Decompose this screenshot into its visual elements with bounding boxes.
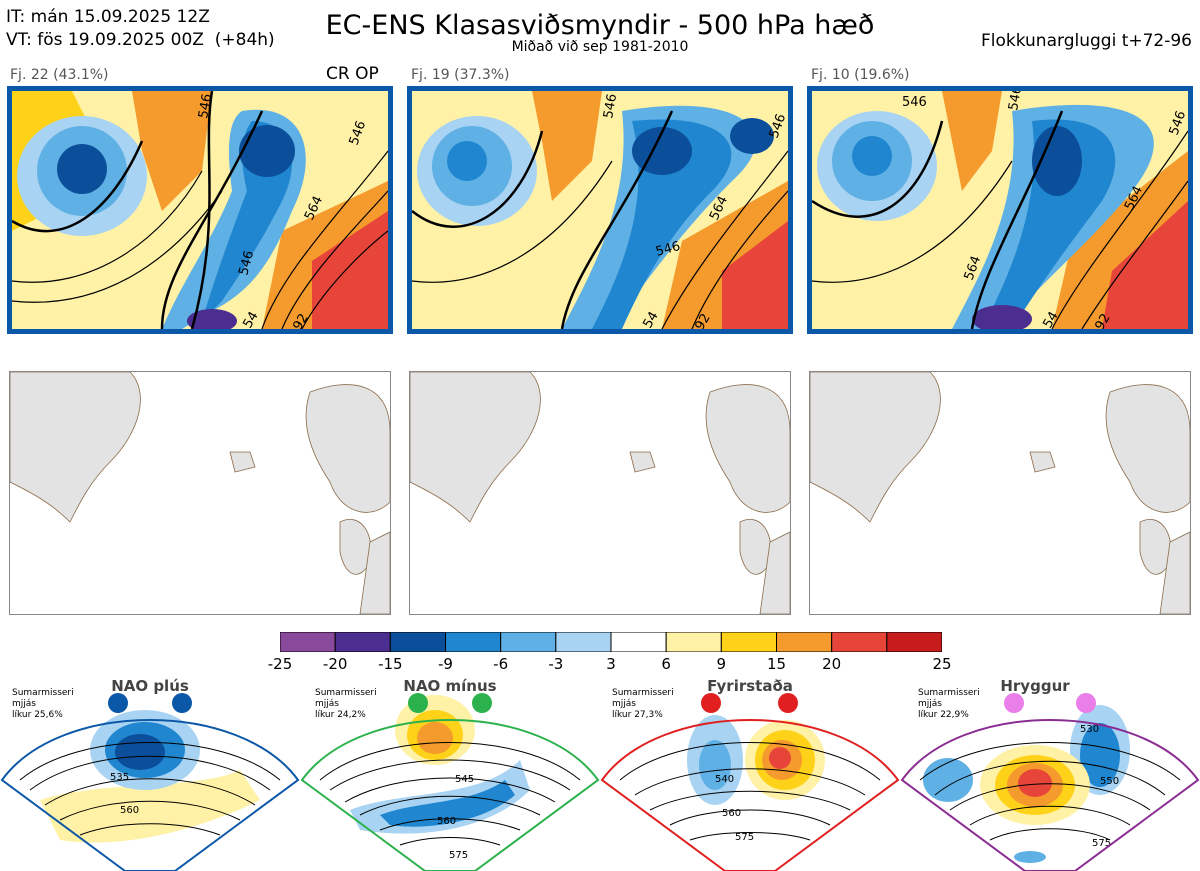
cluster-map-1: 546 546 546 564 54 92 <box>7 86 393 334</box>
panel-3-label: Fj. 10 (19.6%) <box>811 67 910 83</box>
colorbar-swatch <box>334 631 391 653</box>
colorbar-tick-label: 3 <box>606 655 616 673</box>
svg-text:92: 92 <box>290 311 311 329</box>
colorbar-tick-label: -9 <box>438 655 453 673</box>
colorbar-tick-label: 15 <box>766 655 787 673</box>
cluster-map-3: 546 546 546 564 564 54 92 <box>807 86 1193 334</box>
colorbar-tick-label: -15 <box>378 655 403 673</box>
colorbar-tick-label: 25 <box>932 655 952 673</box>
regime-2-marker-right <box>472 693 492 713</box>
svg-text:546: 546 <box>236 249 257 277</box>
panel-2-label: Fj. 19 (37.3%) <box>411 67 510 83</box>
regime-1-title: NAO plús <box>111 677 189 695</box>
empty-map-1 <box>9 371 391 615</box>
colorbar-swatch <box>776 631 833 653</box>
page-subtitle: Miðað við sep 1981-2010 <box>511 39 689 55</box>
colorbar-swatch <box>610 631 667 653</box>
colorbar-swatch <box>500 631 557 653</box>
svg-text:546: 546 <box>196 93 215 120</box>
page-title: EC-ENS Klasasviðsmyndir - 500 hPa hæð <box>325 10 875 41</box>
empty-map-3 <box>809 371 1191 615</box>
colorbar-swatch <box>665 631 722 653</box>
initial-time: IT: mán 15.09.2025 12Z <box>6 7 210 27</box>
svg-text:54: 54 <box>1040 309 1061 329</box>
svg-text:92: 92 <box>1092 311 1113 329</box>
svg-text:575: 575 <box>1092 838 1111 849</box>
regime-1-marker-left <box>108 693 128 713</box>
colorbar-tick-label: -25 <box>267 655 293 673</box>
svg-text:546: 546 <box>767 112 788 140</box>
svg-text:546: 546 <box>601 93 620 120</box>
svg-text:54: 54 <box>640 309 661 329</box>
regime-fyrirstada-map: 540 560 575 <box>600 693 900 871</box>
valid-time: VT: fös 19.09.2025 00Z (+84h) <box>6 30 275 50</box>
regime-3-marker-right <box>778 693 798 713</box>
colorbar-tick-label: -20 <box>322 655 348 673</box>
regime-2-prob: Sumarmisseri mjjás líkur 24,2% <box>315 688 377 720</box>
svg-text:575: 575 <box>735 832 754 843</box>
colorbar-swatch <box>720 631 777 653</box>
svg-text:54: 54 <box>240 309 261 329</box>
colorbar-tick-label: 20 <box>822 655 842 673</box>
regime-1-prob: Sumarmisseri mjjás líkur 25,6% <box>12 688 74 720</box>
colorbar-swatch <box>555 631 612 653</box>
regime-4-title: Hryggur <box>1000 677 1070 695</box>
colorbar <box>279 631 943 653</box>
regime-nao-plus-map: 535 560 <box>0 693 300 871</box>
colorbar-tick-label: 6 <box>661 655 671 673</box>
regime-3-title: Fyrirstaða <box>707 677 793 695</box>
colorbar-tick-label: -6 <box>493 655 509 673</box>
svg-text:560: 560 <box>120 805 139 816</box>
classification-window: Flokkunargluggi t+72-96 <box>980 31 1192 51</box>
svg-text:535: 535 <box>110 772 129 783</box>
colorbar-tick-label: -3 <box>548 655 564 673</box>
colorbar-swatches <box>279 631 943 653</box>
colorbar-swatch <box>445 631 502 653</box>
regime-4-prob: Sumarmisseri mjjás líkur 22,9% <box>918 688 980 720</box>
cluster-map-2: 546 546 546 564 54 92 <box>407 86 793 334</box>
svg-text:545: 545 <box>455 774 474 785</box>
svg-text:560: 560 <box>722 808 741 819</box>
regime-2-marker-left <box>408 693 428 713</box>
svg-text:530: 530 <box>1080 724 1099 735</box>
svg-text:550: 550 <box>1100 776 1119 787</box>
svg-text:540: 540 <box>715 774 734 785</box>
svg-text:546: 546 <box>1006 91 1025 112</box>
empty-map-2 <box>409 371 791 615</box>
panel-1-label: Fj. 22 (43.1%) <box>10 67 109 83</box>
svg-text:560: 560 <box>437 816 456 827</box>
regime-1-marker-right <box>172 693 192 713</box>
regime-3-prob: Sumarmisseri mjjás líkur 27,3% <box>612 688 674 720</box>
svg-text:546: 546 <box>902 95 927 110</box>
panel-1-extra: CR OP <box>326 64 379 84</box>
colorbar-swatch <box>279 631 336 653</box>
regime-maps: 535 560 545 560 575 <box>0 693 1200 871</box>
svg-text:92: 92 <box>692 311 713 329</box>
regime-hryggur-map: 530 550 575 <box>900 693 1200 871</box>
svg-text:575: 575 <box>449 850 468 861</box>
svg-text:546: 546 <box>1167 109 1188 137</box>
colorbar-swatch <box>831 631 888 653</box>
svg-text:546: 546 <box>654 239 682 260</box>
regime-3-marker-left <box>701 693 721 713</box>
regime-4-marker-left <box>1004 693 1024 713</box>
colorbar-swatch <box>886 631 943 653</box>
regime-2-title: NAO mínus <box>403 677 497 695</box>
colorbar-swatch <box>389 631 446 653</box>
colorbar-tick-label: 9 <box>716 655 727 673</box>
regime-4-marker-right <box>1076 693 1096 713</box>
regime-nao-minus-map: 545 560 575 <box>300 693 600 871</box>
